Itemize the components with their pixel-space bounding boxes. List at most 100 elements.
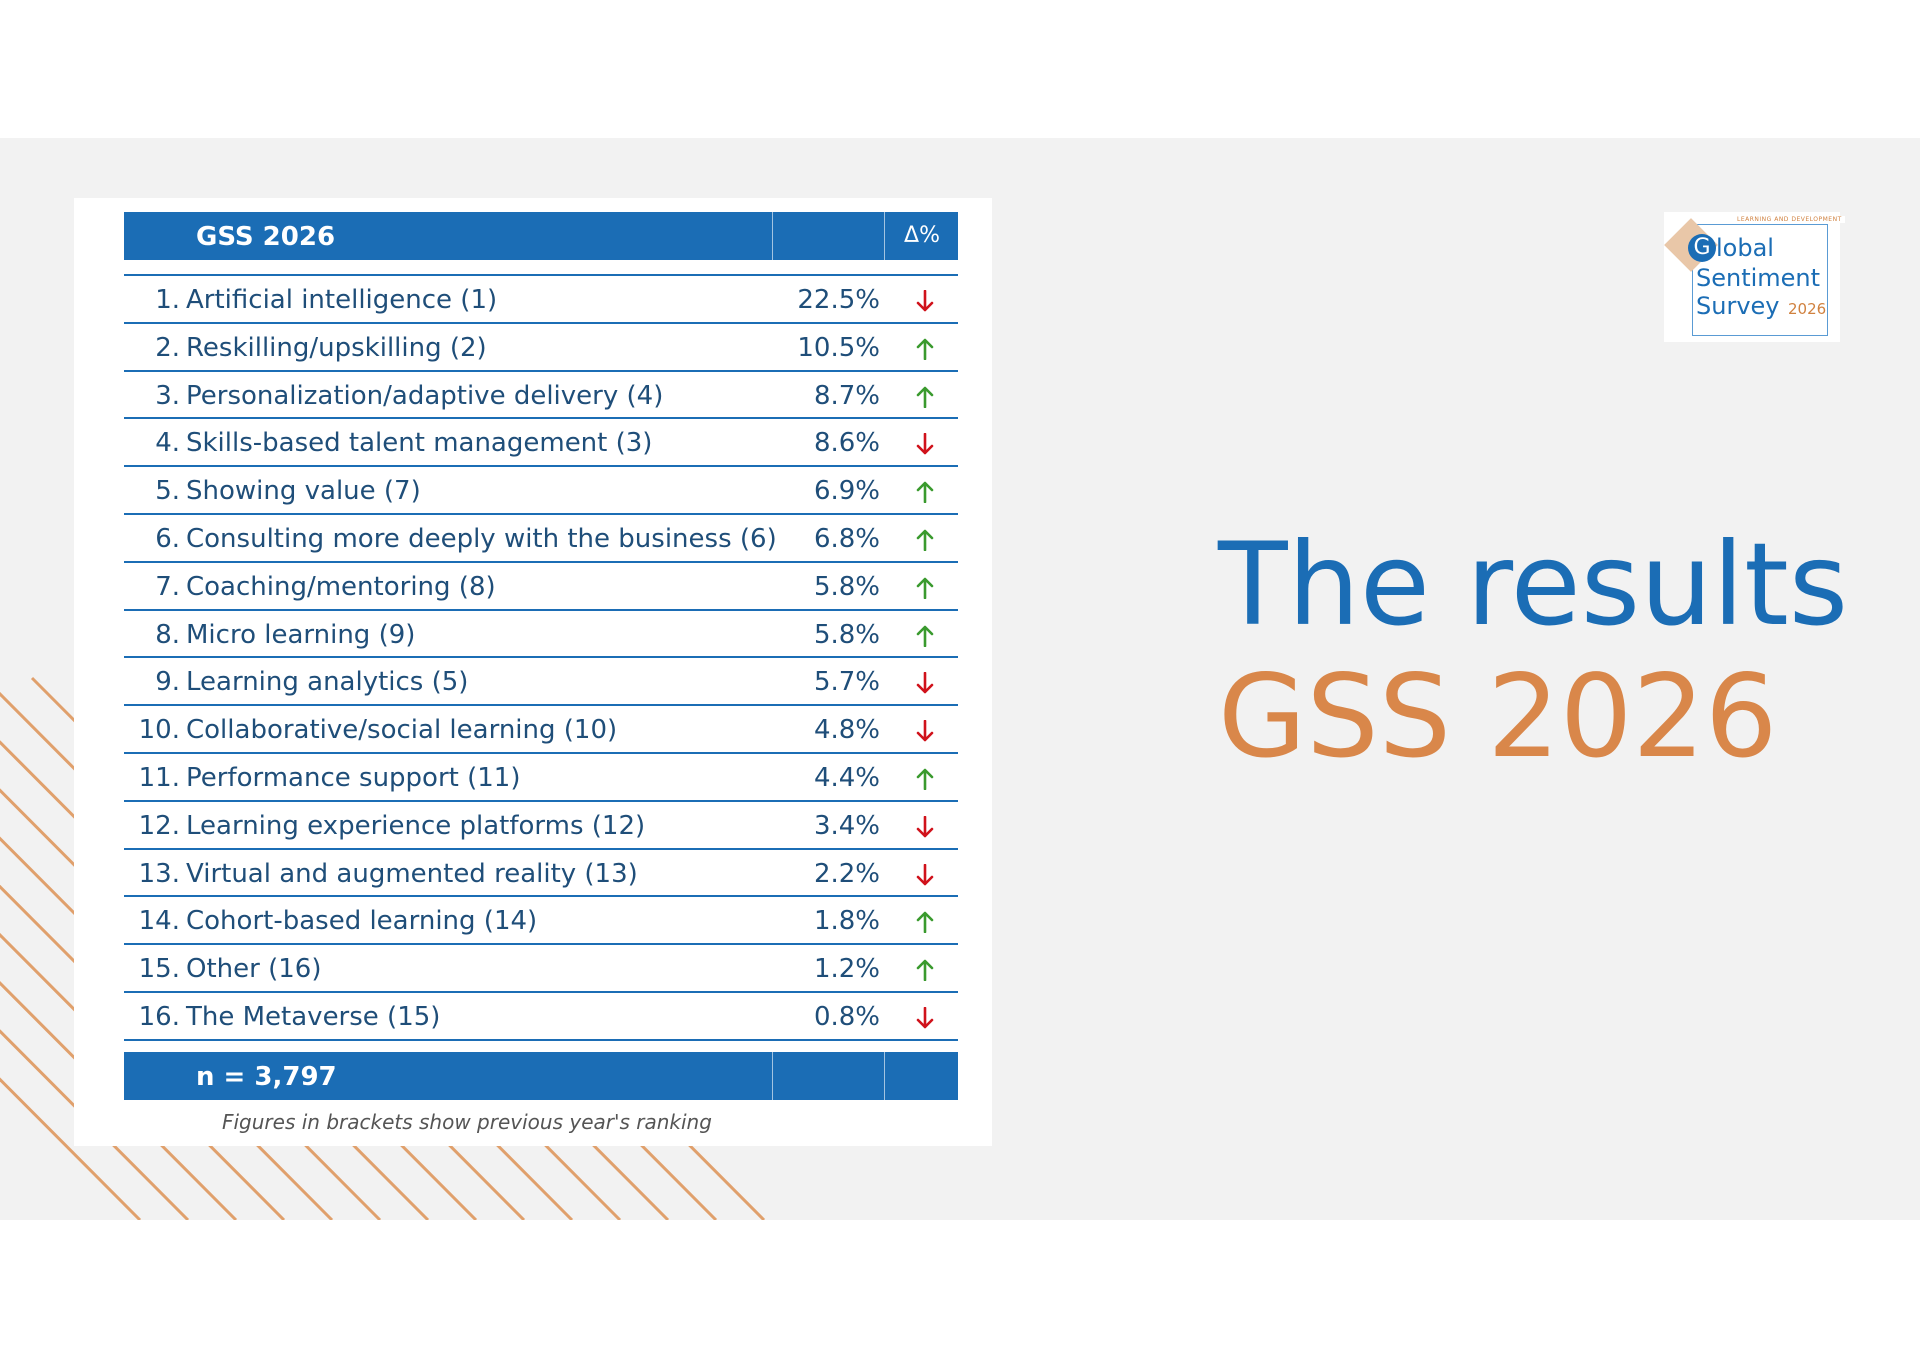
arrow-up-icon [916,577,934,599]
logo-word-survey: Survey [1696,292,1780,320]
row-rank: 2. [155,332,180,363]
logo-word-sentiment: Sentiment [1696,264,1821,292]
table-header-title: GSS 2026 [196,222,336,252]
row-percentage: 4.8% [813,715,880,746]
table-row: 12. Learning experience platforms (12) 3.4… [124,802,958,850]
arrow-up-icon [916,386,934,408]
arrow-down-icon [916,433,934,455]
row-label: Learning analytics (5) [186,667,469,698]
arrow-down-icon [916,863,934,885]
arrow-up-icon [916,625,934,647]
row-rank: 8. [155,619,180,650]
row-rank: 13. [138,858,180,889]
table-row: 5. Showing value (7) 6.9% [124,467,958,515]
row-label: Consulting more deeply with the business… [186,523,777,554]
slide-title: The results [1218,518,1849,651]
row-rank: 14. [138,906,180,937]
table-row: 10. Collaborative/social learning (10) 4.8… [124,706,958,754]
row-percentage: 6.9% [813,476,880,507]
row-rank: 9. [155,667,180,698]
row-percentage: 5.8% [813,571,880,602]
arrow-up-icon [916,481,934,504]
arrow-down-icon [916,290,934,312]
table-row: 15. Other (16) 1.2% [124,945,958,993]
slide-background: GSS 2026 Δ% 1. Artificial intelligence (1… [0,138,1920,1220]
row-percentage: 5.7% [813,667,880,698]
row-percentage: 5.8% [813,619,880,650]
arrow-up-icon [916,768,934,790]
arrow-up-icon [916,529,934,551]
arrow-down-icon [916,1006,934,1029]
table-row: 11. Performance support (11) 4.4% [124,754,958,802]
arrow-down-icon [916,720,934,742]
row-rank: 16. [138,1001,180,1032]
row-rank: 12. [138,810,180,841]
slide-subtitle: GSS 2026 [1218,650,1778,783]
logo-caption: LEARNING AND DEVELOPMENT [1734,216,1845,223]
row-rank: 5. [155,476,180,507]
header-divider [884,212,885,260]
logo-word-global: lobal [1716,234,1774,262]
gss-logo: LEARNING AND DEVELOPMENT G lobal Sentime… [1664,212,1845,342]
table-header-delta: Δ% [904,223,940,248]
row-rank: 15. [138,954,180,985]
row-rank: 10. [138,715,180,746]
row-percentage: 22.5% [797,285,880,315]
logo-year: 2026 [1788,300,1827,318]
footer-divider [884,1052,885,1100]
table-row: 2. Reskilling/upskilling (2) 10.5% [124,324,958,372]
logo-g-letter: G [1688,234,1716,262]
row-label: Personalization/adaptive delivery (4) [186,380,664,411]
table-row: 4. Skills-based talent management (3) 8.6% [124,419,958,468]
row-label: Performance support (11) [186,762,521,793]
row-label: Micro learning (9) [186,619,416,650]
row-percentage: 8.7% [813,380,880,411]
row-rank: 3. [155,380,180,411]
row-label: Cohort-based learning (14) [186,906,538,937]
footer-divider [772,1052,773,1100]
row-rank: 11. [138,762,180,793]
table-row: 8. Micro learning (9) 5.8% [124,611,958,659]
row-percentage: 1.2% [813,954,880,985]
row-label: Collaborative/social learning (10) [186,715,618,746]
arrow-up-icon [916,959,934,982]
header-divider [772,212,773,260]
table-row: 6. Consulting more deeply with the busine… [124,515,958,563]
row-percentage: 0.8% [813,1001,880,1032]
table-row: 1. Artificial intelligence (1) 22.5% [124,276,958,324]
row-label: Skills-based talent management (3) [186,428,653,459]
table-row: 3. Personalization/adaptive delivery (4) 8… [124,372,958,420]
row-label: The Metaverse (15) [186,1001,441,1032]
row-label: Reskilling/upskilling (2) [186,332,487,363]
arrow-up-icon [916,912,934,934]
ranking-table: GSS 2026 Δ% 1. Artificial intelligence (1… [74,198,992,1146]
row-percentage: 4.4% [813,762,880,793]
logo-frame [1692,224,1828,336]
row-label: Virtual and augmented reality (13) [186,858,638,889]
row-rank: 7. [155,571,180,602]
row-percentage: 1.8% [813,906,880,937]
row-percentage: 8.6% [813,428,880,459]
arrow-up-icon [916,338,934,360]
row-label: Learning experience platforms (12) [186,810,646,841]
table-row: 14. Cohort-based learning (14) 1.8% [124,897,958,946]
table-footer: n = 3,797 [124,1052,958,1100]
row-label: Artificial intelligence (1) [186,285,498,315]
arrow-down-icon [916,672,934,694]
sample-size: n = 3,797 [196,1062,337,1092]
table-row: 9. Learning analytics (5) 5.7% [124,658,958,707]
arrow-down-icon [916,815,934,838]
row-percentage: 3.4% [813,810,880,841]
row-label: Other (16) [186,954,322,985]
row-label: Showing value (7) [186,476,421,507]
table-row: 13. Virtual and augmented reality (13) 2.2… [124,850,958,898]
row-label: Coaching/mentoring (8) [186,571,496,602]
table-header: GSS 2026 Δ% [124,212,958,260]
row-percentage: 6.8% [813,523,880,554]
table-body: 1. Artificial intelligence (1) 22.5% 2. Resk… [124,274,958,1041]
table-footnote: Figures in brackets show previous year's… [222,1110,712,1134]
table-row: 16. The Metaverse (15) 0.8% [124,993,958,1041]
row-rank: 4. [155,428,180,459]
row-percentage: 2.2% [813,858,880,889]
table-row: 7. Coaching/mentoring (8) 5.8% [124,563,958,611]
